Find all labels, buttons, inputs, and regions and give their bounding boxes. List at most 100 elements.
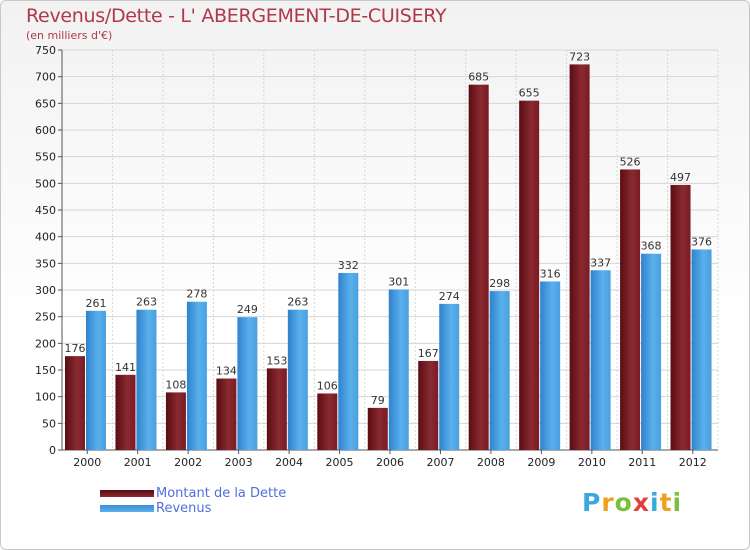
bar-revenus [186, 301, 207, 450]
bar-revenus [691, 249, 712, 450]
x-tick-label: 2009 [527, 456, 555, 469]
data-label: 249 [237, 303, 258, 316]
data-label: 176 [65, 342, 86, 355]
data-label: 332 [338, 259, 359, 272]
x-tick-label: 2012 [679, 456, 707, 469]
data-label: 153 [266, 354, 287, 367]
x-tick-label: 2004 [275, 456, 303, 469]
y-tick-label: 200 [35, 337, 56, 350]
bar-revenus [388, 289, 409, 450]
x-tick-label: 2002 [174, 456, 202, 469]
bar-revenus [338, 272, 359, 450]
x-tick-label: 2007 [426, 456, 454, 469]
data-label: 298 [489, 277, 510, 290]
logo-letter: i [650, 488, 660, 517]
bar-dette [165, 392, 186, 450]
x-tick-label: 2001 [124, 456, 152, 469]
legend-swatch-revenus [100, 505, 154, 512]
logo-letter: i [672, 488, 683, 517]
x-tick-label: 2008 [477, 456, 505, 469]
legend: Montant de la Dette Revenus [100, 486, 360, 516]
data-label: 167 [418, 347, 439, 360]
x-tick-label: 2003 [225, 456, 253, 469]
bar-revenus [489, 291, 510, 450]
y-tick-label: 500 [35, 177, 56, 190]
chart-subtitle: (en milliers d'€) [26, 29, 113, 42]
proxiti-logo: Proxiti [582, 488, 682, 517]
bar-revenus [540, 281, 561, 450]
data-label: 316 [540, 267, 561, 280]
y-tick-label: 300 [35, 284, 56, 297]
bar-dette [115, 374, 136, 450]
bar-dette [216, 378, 237, 450]
y-tick-label: 250 [35, 311, 56, 324]
bar-revenus [237, 317, 258, 450]
data-label: 301 [388, 275, 409, 288]
bar-dette [266, 368, 287, 450]
bar-revenus [590, 270, 611, 450]
y-tick-label: 700 [35, 71, 56, 84]
data-label: 685 [468, 71, 489, 84]
bar-dette [519, 100, 540, 451]
data-label: 134 [216, 365, 237, 378]
axes: 0 50 100 150 200 250 300 350 400 450 500 550 600 650 7… [35, 44, 718, 469]
legend-swatch-dette [100, 490, 154, 497]
bar-dette [317, 393, 338, 450]
x-tick-label: 2005 [326, 456, 354, 469]
chart-title: Revenus/Dette - L' ABERGEMENT-DE-CUISERY [26, 5, 447, 27]
data-label: 261 [86, 297, 107, 310]
bar-dette [620, 169, 641, 450]
data-labels: 176 261 141 263 108 278 134 249 153 263 106 332 79 30… [65, 50, 713, 406]
y-tick-label: 0 [49, 444, 56, 457]
data-label: 141 [115, 361, 136, 374]
bar-dette [670, 184, 691, 450]
y-tick-label: 50 [42, 417, 56, 430]
bar-dette [65, 356, 85, 450]
bar-revenus [641, 253, 662, 450]
logo-letter: o [614, 488, 633, 517]
bar-revenus [86, 310, 106, 450]
data-label: 263 [287, 296, 308, 309]
data-label: 655 [519, 87, 540, 100]
legend-label-dette: Montant de la Dette [156, 486, 287, 501]
data-label: 368 [641, 240, 662, 253]
data-label: 278 [186, 288, 207, 301]
data-label: 79 [371, 394, 385, 407]
y-tick-label: 450 [35, 204, 56, 217]
data-label: 497 [670, 171, 691, 184]
data-label: 723 [569, 50, 590, 63]
legend-item-dette: Montant de la Dette [100, 486, 360, 501]
data-label: 526 [620, 155, 641, 168]
data-label: 263 [136, 296, 157, 309]
data-label: 108 [165, 378, 186, 391]
y-tick-label: 600 [35, 124, 56, 137]
bar-revenus [136, 309, 157, 450]
logo-letter: x [632, 488, 650, 517]
x-tick-label: 2010 [578, 456, 606, 469]
x-tick-label: 2011 [628, 456, 656, 469]
legend-item-revenus: Revenus [100, 501, 360, 516]
logo-letter: P [582, 488, 602, 517]
bar-revenus [287, 309, 308, 450]
bar-dette [569, 64, 590, 451]
data-label: 274 [439, 290, 460, 303]
bar-dette [367, 407, 388, 450]
data-label: 106 [317, 379, 338, 392]
bar-revenus [439, 303, 460, 450]
logo-letter: t [659, 488, 673, 517]
bar-dette [418, 360, 439, 450]
data-label: 376 [691, 235, 712, 248]
y-tick-label: 150 [35, 364, 56, 377]
x-tick-label: 2000 [73, 456, 101, 469]
logo-letter: r [601, 488, 615, 517]
y-tick-label: 400 [35, 231, 56, 244]
y-tick-label: 550 [35, 151, 56, 164]
data-label: 337 [590, 256, 611, 269]
y-tick-label: 350 [35, 257, 56, 270]
y-tick-label: 100 [35, 391, 56, 404]
bars [65, 64, 712, 451]
y-tick-label: 750 [35, 44, 56, 57]
bar-dette [468, 84, 489, 451]
x-tick-label: 2006 [376, 456, 404, 469]
